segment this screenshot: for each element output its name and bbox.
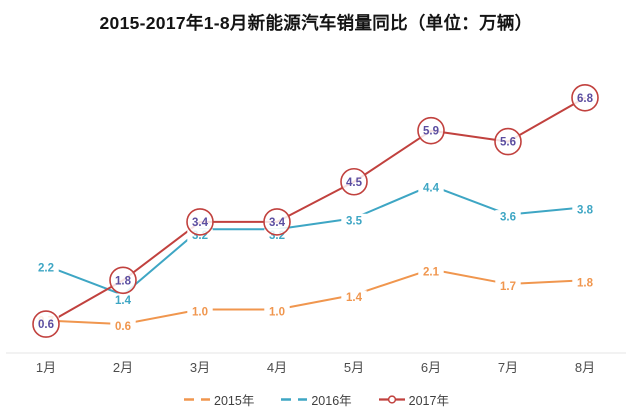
x-axis-label: 5月	[344, 360, 364, 375]
data-label-2017年: 5.6	[500, 137, 516, 149]
chart-title: 2015-2017年1-8月新能源汽车销量同比（单位：万辆）	[99, 13, 533, 33]
label-backing	[264, 305, 290, 318]
legend-item-2016年[interactable]: 2016年	[280, 390, 352, 409]
circle-marker	[263, 208, 291, 236]
data-label-2016年: 3.6	[500, 212, 516, 224]
label-backing	[33, 261, 59, 275]
data-label-2015年: 1.8	[577, 277, 594, 289]
label-backing	[418, 264, 444, 278]
data-label-2016年: 3.8	[577, 204, 594, 216]
x-axis-label: 1月	[36, 360, 56, 375]
label-backing	[418, 180, 444, 194]
data-label-2017年: 0.6	[38, 319, 54, 331]
label-backing	[495, 210, 521, 224]
line-circle-icon	[378, 395, 405, 404]
label-backing	[110, 319, 136, 333]
circle-marker	[340, 167, 368, 196]
data-label-2016年: 4.4	[423, 182, 440, 194]
data-label-2015年: 1.4	[346, 292, 363, 304]
data-label-2015年: 1.0	[269, 307, 285, 319]
legend-label: 2017年	[408, 394, 449, 408]
circle-marker	[494, 127, 522, 156]
data-label-2016年: 3.5	[346, 215, 363, 227]
label-backing	[187, 305, 213, 318]
data-label-2017年: 4.5	[346, 177, 363, 189]
circle-marker	[417, 116, 445, 145]
dashed-line-icon	[281, 398, 308, 401]
circle-marker	[109, 266, 137, 295]
data-label-2017年: 3.4	[192, 217, 209, 229]
circle-marker	[186, 208, 214, 236]
x-axis-label: 3月	[190, 360, 210, 375]
data-label-2015年: 0.6	[115, 321, 131, 333]
data-label-2015年: 1.0	[192, 307, 208, 319]
data-label-2017年: 6.8	[577, 93, 594, 105]
label-backing	[572, 202, 598, 216]
label-backing	[572, 275, 598, 289]
data-label-2016年: 2.2	[38, 263, 54, 275]
circle-marker	[571, 84, 599, 112]
dashed-line-icon	[184, 398, 211, 401]
label-backing	[341, 290, 367, 304]
legend-item-2015年[interactable]: 2015年	[183, 390, 254, 409]
data-label-2015年: 2.1	[423, 266, 440, 278]
series-line-2015年	[45, 268, 586, 326]
x-axis-label: 6月	[421, 360, 441, 375]
label-backing	[495, 279, 521, 293]
x-axis-label: 2月	[113, 360, 133, 375]
data-label-2017年: 1.8	[115, 275, 132, 287]
data-label-2017年: 3.4	[269, 217, 286, 229]
data-label-2015年: 1.7	[500, 281, 516, 293]
legend-item-2017年[interactable]: 2017年	[378, 390, 449, 409]
x-axis-label: 7月	[498, 360, 518, 375]
data-label-2016年: 1.4	[115, 295, 132, 307]
chart-legend: 2015年 2016年 2017年	[0, 390, 632, 409]
legend-circle	[387, 395, 396, 404]
label-backing	[341, 213, 367, 227]
x-axis-label: 4月	[267, 360, 287, 375]
data-label-2017年: 5.9	[423, 126, 439, 138]
legend-label: 2015年	[214, 394, 255, 408]
x-axis-label: 8月	[575, 360, 595, 375]
legend-label: 2016年	[311, 394, 352, 408]
circle-marker	[32, 310, 60, 338]
label-backing	[110, 293, 136, 307]
